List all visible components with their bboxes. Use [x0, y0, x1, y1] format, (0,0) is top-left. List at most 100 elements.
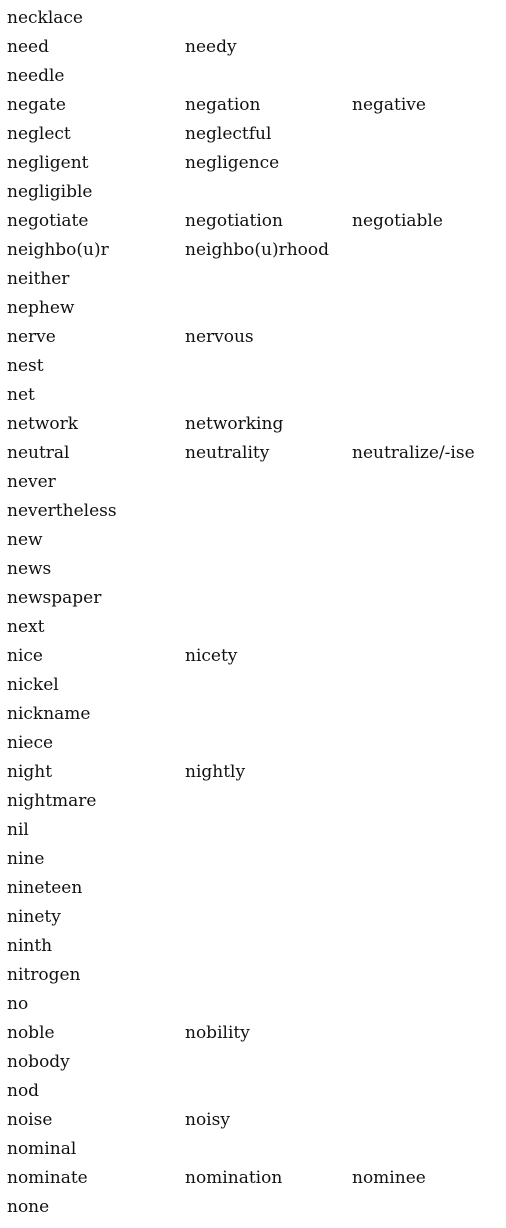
word-row: nerve nervous [7, 323, 502, 352]
derived-word: neutrality [185, 443, 270, 463]
derived-word: negotiation [185, 211, 283, 231]
word-row: nod [7, 1077, 502, 1106]
word-row: noble nobility [7, 1019, 502, 1048]
headword: nevertheless [7, 501, 117, 521]
word-row: nickel [7, 671, 502, 700]
headword: news [7, 559, 52, 579]
derived-word-2: neutralize/-ise [352, 443, 475, 463]
headword: nice [7, 646, 43, 666]
headword: niece [7, 733, 54, 753]
word-row: negligible [7, 178, 502, 207]
derived-word: nightly [185, 762, 246, 782]
headword: newspaper [7, 588, 102, 608]
word-row: none [7, 1193, 502, 1222]
word-list: necklace need needy needle negate negation neg… [7, 4, 502, 1222]
headword: nod [7, 1081, 40, 1101]
headword: nine [7, 849, 45, 869]
headword: no [7, 994, 29, 1014]
headword: nineteen [7, 878, 83, 898]
word-row: no [7, 990, 502, 1019]
word-row: network networking [7, 410, 502, 439]
headword: neighbo(u)r [7, 240, 109, 260]
headword: night [7, 762, 53, 782]
headword: neutral [7, 443, 70, 463]
word-row: nineteen [7, 874, 502, 903]
headword: necklace [7, 8, 83, 28]
word-row: nominal [7, 1135, 502, 1164]
word-row: negotiate negotiation negotiable [7, 207, 502, 236]
headword: none [7, 1197, 50, 1217]
headword: nil [7, 820, 29, 840]
headword: nominate [7, 1168, 88, 1188]
headword: nephew [7, 298, 75, 318]
headword: nobody [7, 1052, 70, 1072]
word-row: neglect neglectful [7, 120, 502, 149]
headword: never [7, 472, 56, 492]
word-row: newspaper [7, 584, 502, 613]
headword: negligible [7, 182, 93, 202]
headword: negate [7, 95, 66, 115]
word-row: news [7, 555, 502, 584]
headword: nitrogen [7, 965, 81, 985]
word-row: nephew [7, 294, 502, 323]
derived-word: networking [185, 414, 284, 434]
headword: neglect [7, 124, 71, 144]
word-row: nevertheless [7, 497, 502, 526]
word-row: need needy [7, 33, 502, 62]
derived-word: neglectful [185, 124, 272, 144]
derived-word: needy [185, 37, 237, 57]
derived-word-2: negative [352, 95, 426, 115]
headword: nerve [7, 327, 56, 347]
word-row: ninth [7, 932, 502, 961]
headword: nickname [7, 704, 91, 724]
headword: next [7, 617, 45, 637]
derived-word: nomination [185, 1168, 283, 1188]
word-row: neither [7, 265, 502, 294]
headword: new [7, 530, 43, 550]
word-row: nitrogen [7, 961, 502, 990]
word-row: negate negation negative [7, 91, 502, 120]
headword: nest [7, 356, 44, 376]
word-row: ninety [7, 903, 502, 932]
word-row: niece [7, 729, 502, 758]
word-row: necklace [7, 4, 502, 33]
derived-word: negation [185, 95, 261, 115]
headword: needle [7, 66, 65, 86]
derived-word: neighbo(u)rhood [185, 240, 330, 260]
derived-word: nervous [185, 327, 254, 347]
word-row: nest [7, 352, 502, 381]
derived-word-2: negotiable [352, 211, 443, 231]
headword: noise [7, 1110, 53, 1130]
word-row: new [7, 526, 502, 555]
headword: nickel [7, 675, 59, 695]
word-row: nice nicety [7, 642, 502, 671]
word-row: neutral neutrality neutralize/-ise [7, 439, 502, 468]
derived-word: negligence [185, 153, 280, 173]
word-row: next [7, 613, 502, 642]
derived-word: noisy [185, 1110, 230, 1130]
word-row: nine [7, 845, 502, 874]
headword: neither [7, 269, 70, 289]
headword: ninety [7, 907, 61, 927]
headword: negligent [7, 153, 89, 173]
headword: network [7, 414, 79, 434]
word-row: nickname [7, 700, 502, 729]
word-row: noise noisy [7, 1106, 502, 1135]
headword: nominal [7, 1139, 77, 1159]
derived-word-2: nominee [352, 1168, 426, 1188]
headword: nightmare [7, 791, 97, 811]
word-row: night nightly [7, 758, 502, 787]
word-row: needle [7, 62, 502, 91]
word-row: nobody [7, 1048, 502, 1077]
headword: net [7, 385, 35, 405]
word-row: never [7, 468, 502, 497]
derived-word: nobility [185, 1023, 250, 1043]
word-row: neighbo(u)r neighbo(u)rhood [7, 236, 502, 265]
word-row: nightmare [7, 787, 502, 816]
word-row: negligent negligence [7, 149, 502, 178]
headword: need [7, 37, 49, 57]
headword: ninth [7, 936, 53, 956]
word-row: net [7, 381, 502, 410]
headword: noble [7, 1023, 55, 1043]
word-row: nominate nomination nominee [7, 1164, 502, 1193]
